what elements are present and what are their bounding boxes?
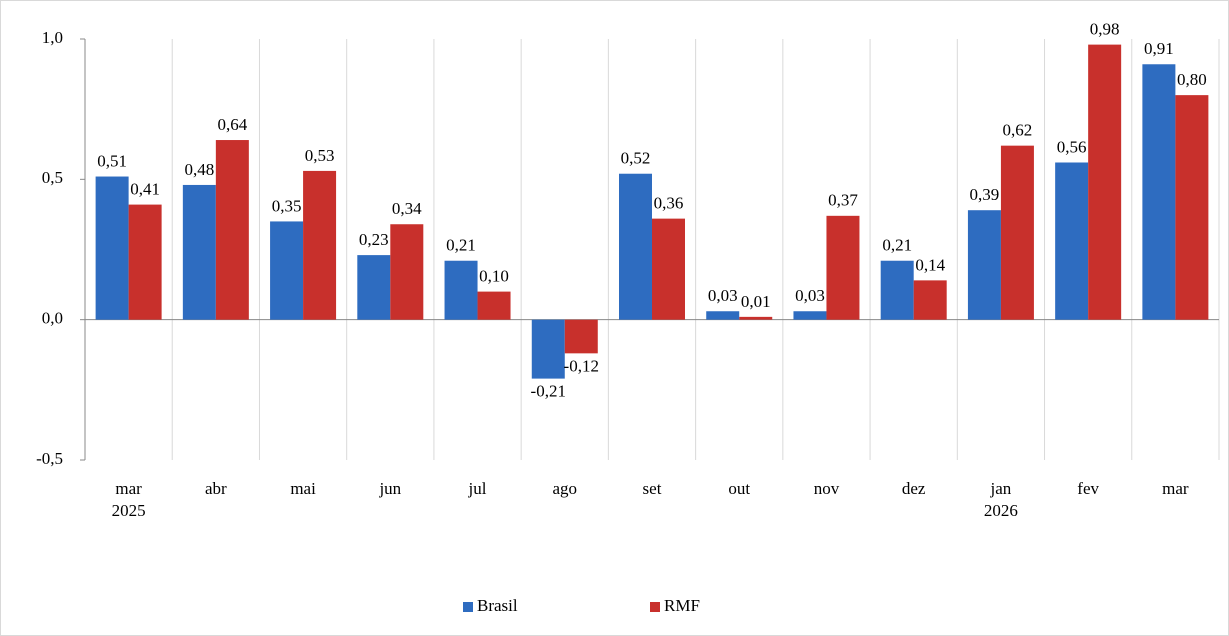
value-label: 0,41 [130,179,160,198]
value-label: 0,03 [795,286,825,305]
bar [706,311,740,320]
legend-label: RMF [664,596,700,615]
value-label: 0,98 [1090,20,1120,39]
value-label: 0,48 [184,160,214,179]
x-tick-label: mai [290,479,316,498]
y-tick-label: 0,0 [42,309,63,328]
x-tick-label: ago [552,479,577,498]
bar [880,260,914,320]
value-label: 0,53 [305,146,335,165]
x-tick-label: jul [468,479,487,498]
bar [1000,145,1034,320]
x-tick-label: abr [205,479,227,498]
bar [444,260,478,320]
bar [215,140,249,320]
legend-swatch [463,602,473,612]
value-label: 0,35 [272,196,302,215]
bar [477,291,511,320]
value-label: 0,01 [741,292,771,311]
y-tick-label: 0,5 [42,168,63,187]
bar [913,280,947,320]
bar [739,316,773,320]
x-tick-label: mar [1162,479,1189,498]
value-label: -0,21 [531,382,566,401]
x-tick-label: jan [990,479,1012,498]
x-tick-label: nov [814,479,840,498]
bar [1175,95,1209,320]
legend-label: Brasil [477,596,518,615]
bar [564,319,598,354]
value-label: 0,36 [654,194,684,213]
value-label: 0,14 [915,255,945,274]
value-label: 0,34 [392,199,422,218]
value-label: 0,10 [479,267,509,286]
bar [652,218,685,320]
bar [270,221,304,320]
value-label: 0,52 [621,149,651,168]
value-label: 0,80 [1177,70,1207,89]
x-tick-label: 2026 [984,501,1018,520]
value-label: 0,21 [882,236,912,255]
legend-swatch [650,602,660,612]
bar [128,204,162,320]
value-label: 0,39 [970,185,1000,204]
bar [95,176,129,320]
value-label: -0,12 [564,356,599,375]
x-tick-label: 2025 [112,501,146,520]
x-tick-label: mar [115,479,142,498]
bar [303,170,337,320]
bar [619,173,652,320]
bar [967,210,1001,320]
value-label: 0,23 [359,230,389,249]
value-label: 0,03 [708,286,738,305]
bar [1055,162,1089,320]
value-label: 0,21 [446,236,476,255]
bar [793,311,827,320]
bar [1142,64,1176,320]
x-tick-label: set [643,479,662,498]
value-label: 0,62 [1003,121,1033,140]
bar [826,215,860,320]
x-tick-label: jun [378,479,401,498]
bar [182,184,216,320]
y-tick-label: 1,0 [42,28,63,47]
bar [390,224,424,320]
value-label: 0,37 [828,191,858,210]
bar [531,319,565,379]
value-label: 0,51 [97,151,127,170]
y-tick-label: -0,5 [36,449,63,468]
bar [1088,44,1122,320]
x-tick-label: dez [902,479,926,498]
value-label: 0,64 [217,115,247,134]
x-tick-label: fev [1077,479,1099,498]
value-label: 0,91 [1144,39,1174,58]
value-label: 0,56 [1057,137,1087,156]
x-tick-label: out [728,479,750,498]
bar [357,255,391,320]
